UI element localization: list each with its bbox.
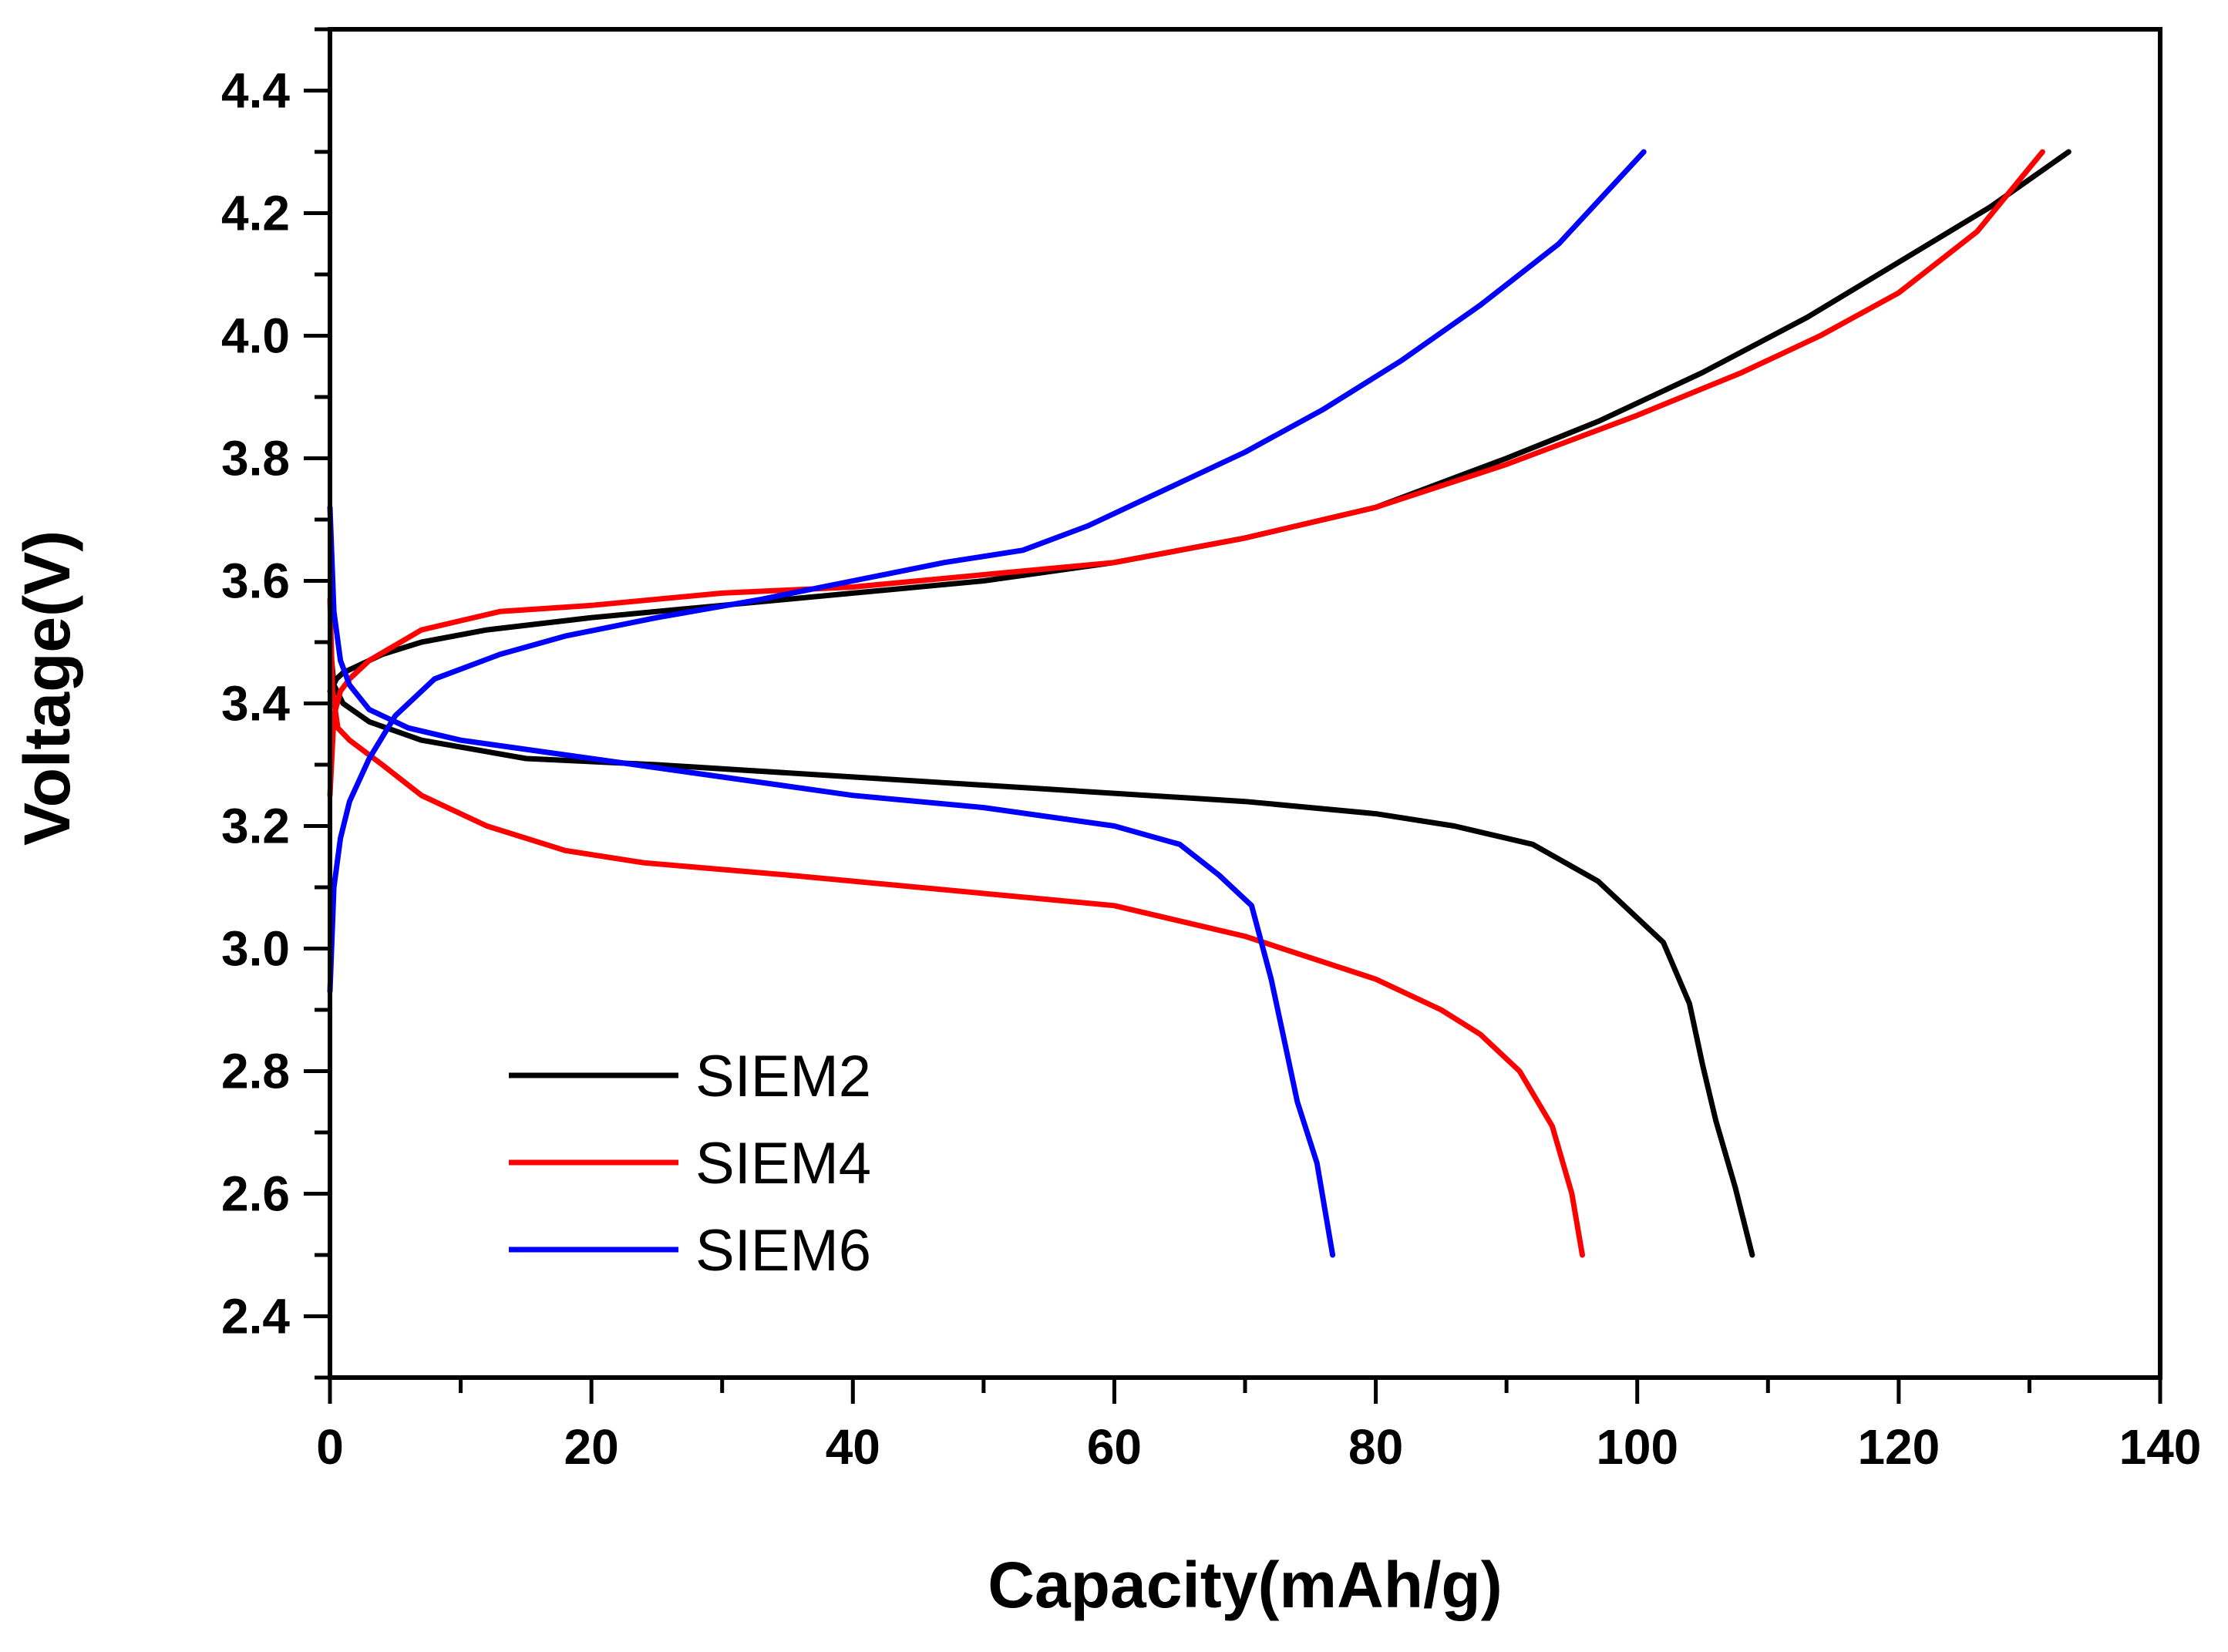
- y-tick-label: 2.4: [221, 1289, 290, 1344]
- y-tick-label: 3.4: [221, 676, 290, 732]
- x-tick-label: 60: [1087, 1419, 1142, 1475]
- y-axis-title: Voltage(V): [11, 530, 83, 846]
- x-tick-label: 100: [1596, 1419, 1678, 1475]
- y-tick-label: 4.2: [221, 186, 290, 241]
- x-tick-label: 40: [826, 1419, 880, 1475]
- siem2-charge-curve: [327, 149, 2072, 695]
- y-tick-label: 2.8: [221, 1044, 290, 1099]
- y-tick-label: 4.0: [221, 308, 290, 364]
- y-tick-label: 3.6: [221, 553, 290, 609]
- x-axis-title: Capacity(mAh/g): [988, 1549, 1502, 1621]
- y-tick-label: 3.8: [221, 431, 290, 486]
- x-tick-label: 0: [316, 1419, 344, 1475]
- x-tick-label: 140: [2119, 1419, 2202, 1475]
- y-tick-label: 3.0: [221, 921, 290, 977]
- x-axis-tick-labels: 0 20 40 60 80 100 120 140: [316, 1419, 2201, 1475]
- siem6-discharge-curve: [327, 504, 1336, 1258]
- x-tick-label: 80: [1348, 1419, 1403, 1475]
- siem4-charge-curve: [327, 149, 2045, 799]
- x-tick-label: 120: [1857, 1419, 1940, 1475]
- legend-label-siem2: SIEM2: [695, 1044, 871, 1109]
- x-tick-label: 20: [564, 1419, 619, 1475]
- legend-label-siem4: SIEM4: [695, 1131, 871, 1196]
- y-tick-label: 2.6: [221, 1166, 290, 1222]
- y-tick-label: 4.4: [221, 63, 290, 119]
- x-axis-ticks: [328, 1378, 2162, 1404]
- plot-frame: [328, 27, 2162, 1380]
- y-axis-ticks: [304, 27, 330, 1380]
- siem2-discharge-curve: [327, 639, 1755, 1258]
- y-axis-tick-labels: 2.4 2.6 2.8 3.0 3.2 3.4 3.6 3.8 4.0 4.2 4.4: [221, 63, 290, 1344]
- siem4-discharge-curve: [327, 596, 1585, 1258]
- plot-curves: [327, 149, 2072, 1258]
- legend: SIEM2 SIEM4 SIEM6: [509, 1044, 871, 1284]
- siem6-charge-curve: [327, 149, 1647, 994]
- legend-label-siem6: SIEM6: [695, 1218, 871, 1284]
- y-tick-label: 3.2: [221, 799, 290, 854]
